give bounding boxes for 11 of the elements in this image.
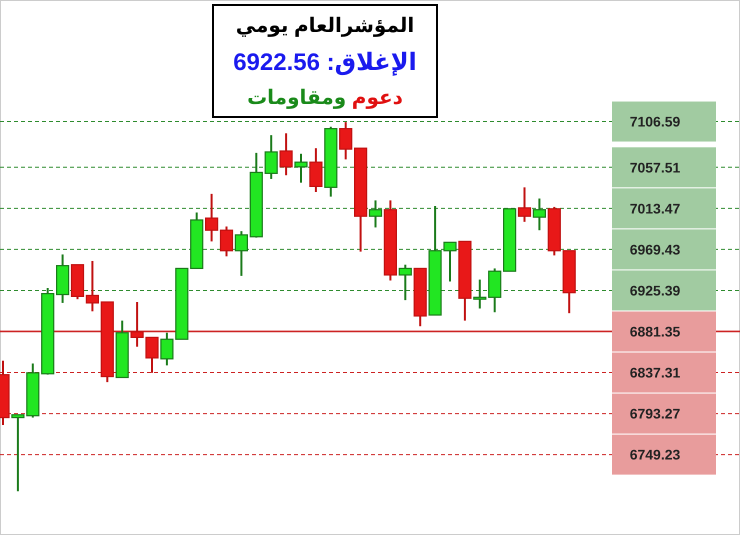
title-box: المؤشرالعام يومي الإغلاق: 6922.56 دعوم ومقاومات	[212, 4, 438, 118]
y-tick-label: 7057.51	[630, 159, 681, 176]
y-tick-label: 7013.47	[630, 200, 681, 216]
y-tick-label: 7106.59	[630, 114, 681, 130]
y-tick-label: 6793.27	[630, 406, 681, 422]
y-tick-label: 6925.39	[630, 282, 681, 298]
y-tick-label: 6749.23	[630, 446, 681, 463]
y-tick-label: 6969.43	[630, 241, 681, 258]
y-tick-label: 6837.31	[630, 364, 681, 381]
y-tick-label: 6881.35	[630, 323, 681, 340]
annotation: دعوم ومقاومات	[247, 87, 403, 109]
